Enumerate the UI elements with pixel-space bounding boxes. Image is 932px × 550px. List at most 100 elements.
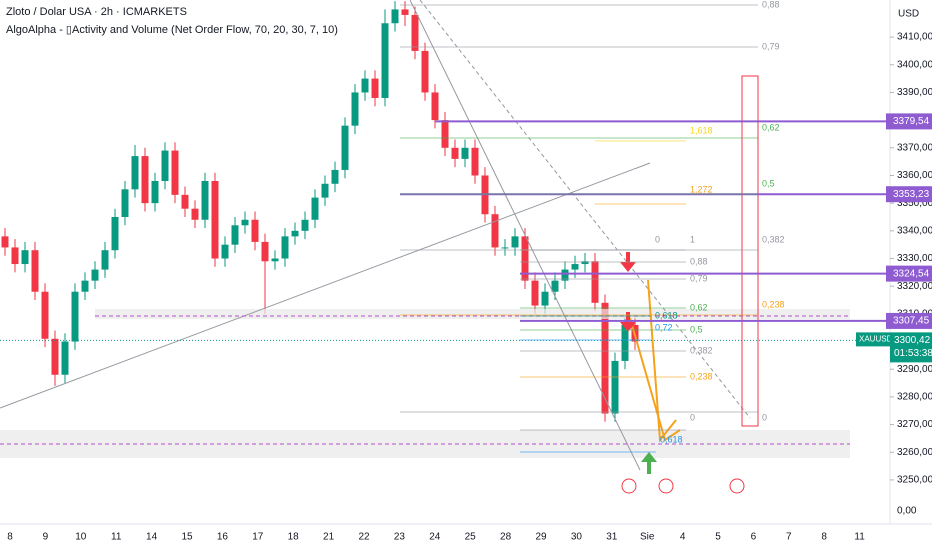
candle-body bbox=[71, 291, 79, 342]
fib-label: 1,272 bbox=[690, 184, 713, 194]
x-tick-label: 15 bbox=[181, 532, 193, 543]
trendline bbox=[419, 0, 751, 419]
candle-body bbox=[471, 147, 479, 176]
candle-body bbox=[141, 156, 149, 204]
fib-label: 0,618 bbox=[660, 434, 683, 444]
candle-body bbox=[521, 236, 529, 281]
candle-body bbox=[441, 120, 449, 148]
candle-body bbox=[261, 241, 269, 262]
event-icon bbox=[658, 478, 674, 494]
candle-body bbox=[581, 261, 589, 265]
chart-title: Zloto / Dolar USA · 2h · ICMARKETS bbox=[6, 6, 187, 18]
indicator-label: AlgoAlpha - ▯Activity and Volume (Net Or… bbox=[6, 24, 338, 36]
fib-label: 0 bbox=[762, 412, 767, 422]
candle-body bbox=[221, 244, 229, 259]
candle-body bbox=[391, 9, 399, 24]
candle-body bbox=[181, 194, 189, 209]
candle-body bbox=[561, 269, 569, 281]
level-box bbox=[886, 113, 932, 130]
fib-label: 0,382 bbox=[690, 345, 713, 355]
x-tick-label: Sie bbox=[640, 532, 655, 543]
zone bbox=[95, 309, 850, 319]
x-tick-label: 6 bbox=[751, 532, 757, 543]
level-label: 3379,54 bbox=[893, 116, 930, 127]
x-tick-label: 23 bbox=[394, 532, 406, 543]
x-tick-label: 25 bbox=[465, 532, 477, 543]
arrow-up bbox=[641, 452, 657, 474]
fib-label: 0,62 bbox=[762, 122, 780, 132]
fib-label: 0,72 bbox=[655, 322, 673, 332]
x-tick-label: 8 bbox=[821, 532, 827, 543]
x-tick-label: 21 bbox=[323, 532, 335, 543]
candle-body bbox=[251, 219, 259, 242]
fib-label: 0,5 bbox=[690, 324, 703, 334]
candle-body bbox=[351, 92, 359, 126]
fib-label: 0 bbox=[655, 234, 660, 244]
currency: USD bbox=[898, 9, 919, 20]
candle-body bbox=[111, 216, 119, 251]
fib-label: 0,62 bbox=[690, 302, 708, 312]
candle-body bbox=[231, 225, 239, 245]
candle-body bbox=[531, 280, 539, 306]
candle-body bbox=[321, 183, 329, 198]
candle-body bbox=[171, 150, 179, 195]
candle-body bbox=[541, 291, 549, 306]
x-tick-label: 14 bbox=[146, 532, 158, 543]
x-tick-label: 29 bbox=[535, 532, 547, 543]
y-tick-label: 3360,00 bbox=[897, 170, 932, 181]
x-tick-label: 16 bbox=[217, 532, 229, 543]
symbol-label: XAUUSD bbox=[859, 334, 893, 343]
candle-body bbox=[41, 291, 49, 339]
y-tick-label: 3250,00 bbox=[897, 475, 932, 486]
fib-label: 0,382 bbox=[762, 234, 785, 244]
price-label: 3300,42 bbox=[894, 335, 931, 346]
candle-body bbox=[241, 219, 249, 226]
candle-body bbox=[381, 23, 389, 98]
drawings bbox=[0, 0, 850, 494]
y-tick-label: 3370,00 bbox=[897, 142, 932, 153]
candle-body bbox=[81, 280, 89, 292]
candle-body bbox=[331, 169, 339, 184]
candle-body bbox=[621, 324, 629, 361]
price-box bbox=[890, 332, 932, 363]
x-tick-label: 4 bbox=[680, 532, 686, 543]
x-tick-label: 10 bbox=[75, 532, 87, 543]
x-tick-label: 11 bbox=[854, 532, 865, 543]
countdown: 01:53:38 bbox=[894, 348, 932, 359]
y-tick-label: 3350,00 bbox=[897, 198, 932, 209]
candle-body bbox=[91, 269, 99, 281]
candle-body bbox=[461, 147, 469, 159]
trendline bbox=[409, 0, 641, 471]
fib-label: 0 bbox=[690, 412, 695, 422]
candle-body bbox=[191, 208, 199, 220]
y-tick-label: 3280,00 bbox=[897, 392, 932, 403]
x-tick-label: 11 bbox=[111, 532, 122, 543]
candle-body bbox=[421, 50, 429, 93]
candle-body bbox=[411, 14, 419, 51]
candle-body bbox=[21, 250, 29, 265]
y-tick-label: 3400,00 bbox=[897, 59, 932, 70]
candle-body bbox=[281, 236, 289, 259]
candle-body bbox=[211, 181, 219, 259]
candle-body bbox=[611, 360, 619, 414]
candle-body bbox=[601, 302, 609, 414]
x-tick-label: 31 bbox=[606, 532, 618, 543]
candle-body bbox=[341, 125, 349, 170]
candle-body bbox=[121, 189, 129, 217]
symbol-box bbox=[856, 332, 890, 347]
candle-body bbox=[151, 181, 159, 204]
candle-body bbox=[401, 9, 409, 15]
x-tick-label: 7 bbox=[786, 532, 792, 543]
candle-body bbox=[201, 181, 209, 220]
event-icon bbox=[729, 478, 745, 494]
y-tick-label: 3290,00 bbox=[897, 364, 932, 375]
y-tick-label: 3260,00 bbox=[897, 447, 932, 458]
lower-pane-label: 0,00 bbox=[897, 506, 917, 517]
y-tick-label: 3390,00 bbox=[897, 87, 932, 98]
candle-body bbox=[361, 78, 369, 93]
candle-body bbox=[31, 250, 39, 292]
volume-profile bbox=[741, 75, 759, 427]
candle-body bbox=[161, 150, 169, 182]
candle-body bbox=[1, 236, 9, 248]
level-box bbox=[886, 312, 932, 329]
